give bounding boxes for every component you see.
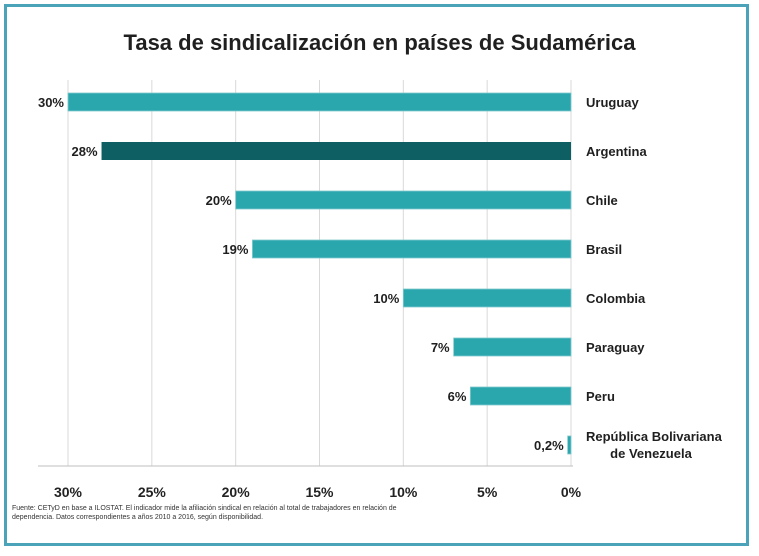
category-label: Uruguay	[586, 95, 640, 110]
data-label: 7%	[431, 340, 450, 355]
bar	[252, 239, 572, 259]
bar	[67, 92, 572, 112]
x-tick-label: 5%	[477, 484, 498, 500]
chart-title: Tasa de sindicalización en países de Sud…	[123, 30, 636, 55]
chart-footnote: Fuente: CETyD en base a ILOSTAT. El indi…	[12, 505, 397, 521]
x-tick-label: 10%	[389, 484, 418, 500]
data-label: 30%	[38, 95, 64, 110]
data-label: 0,2%	[534, 438, 564, 453]
category-label: Brasil	[586, 242, 622, 257]
bar	[101, 142, 572, 160]
x-tick-label: 20%	[222, 484, 251, 500]
x-tick-label: 30%	[54, 484, 83, 500]
bar	[469, 386, 572, 406]
bar	[235, 190, 572, 210]
bar	[567, 435, 572, 455]
data-label: 28%	[72, 144, 98, 159]
data-label: 20%	[206, 193, 232, 208]
category-label: de Venezuela	[610, 446, 692, 461]
data-label: 6%	[448, 389, 467, 404]
category-label: Chile	[586, 193, 618, 208]
data-label: 19%	[222, 242, 248, 257]
category-label: República Bolivariana	[586, 429, 723, 444]
category-label: Colombia	[586, 291, 646, 306]
category-label: Paraguay	[586, 340, 645, 355]
x-tick-label: 0%	[561, 484, 582, 500]
x-tick-label: 15%	[305, 484, 334, 500]
x-tick-label: 25%	[138, 484, 167, 500]
bar	[402, 288, 572, 308]
data-label: 10%	[373, 291, 399, 306]
category-label: Peru	[586, 389, 615, 404]
category-label: Argentina	[586, 144, 647, 159]
bar	[453, 337, 572, 357]
